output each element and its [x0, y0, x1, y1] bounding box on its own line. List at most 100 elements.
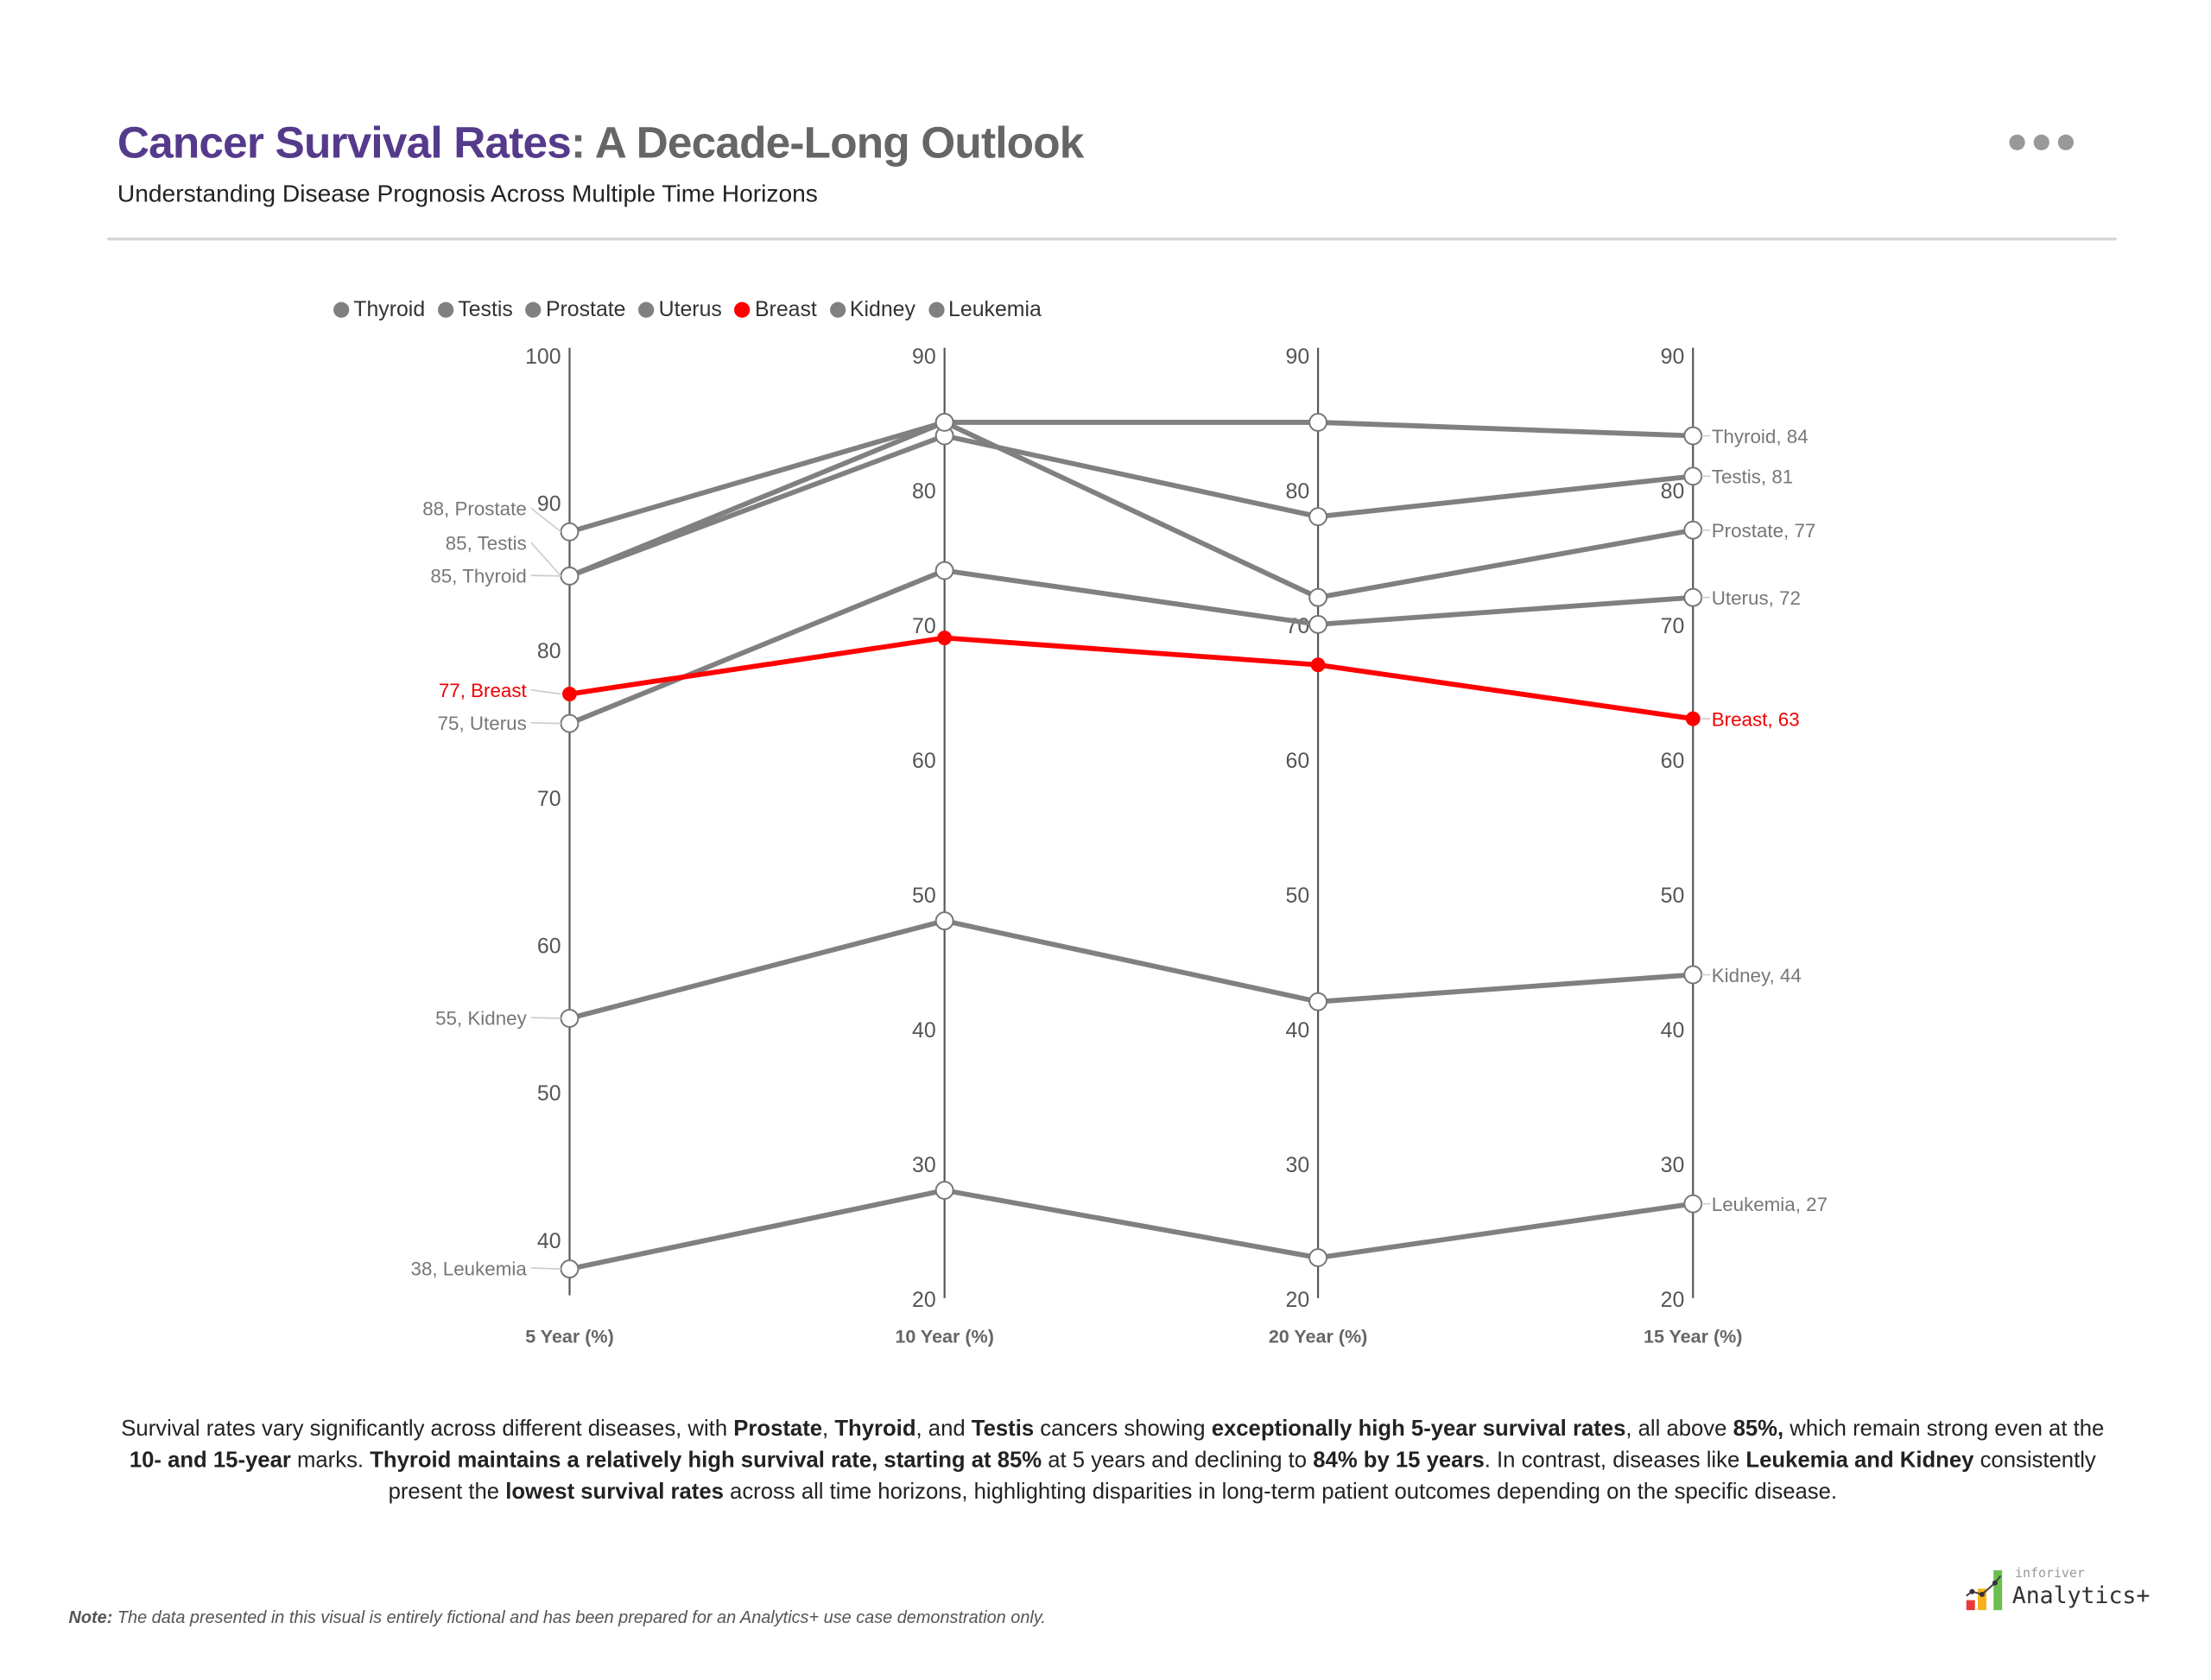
title-rest: : A Decade-Long Outlook	[570, 117, 1084, 168]
axis-tick-label: 90	[537, 493, 561, 517]
data-point-testis	[1683, 466, 1703, 486]
series-line-kidney	[568, 918, 1694, 1021]
title-accent: Cancer Survival Rates	[117, 117, 572, 168]
axis-tick-label: 20	[912, 1289, 936, 1312]
summary-segment: 84% by 15 years	[1313, 1448, 1485, 1474]
more-options-button[interactable]	[2009, 134, 2074, 150]
logo-text-big: Analytics+	[2011, 1581, 2151, 1609]
note-label: Note:	[68, 1607, 113, 1628]
summary-segment: which remain strong even at the	[1783, 1417, 2105, 1442]
data-point-testis	[1308, 507, 1328, 527]
axis-tick-label: 90	[1286, 346, 1310, 369]
axis-tick-label: 80	[537, 640, 561, 663]
ellipsis-icon	[2009, 134, 2025, 150]
axis-title: 15 Year (%)	[1644, 1326, 1743, 1347]
footnote: Note: The data presented in this visual …	[69, 1607, 1046, 1627]
data-point-kidney	[560, 1009, 580, 1028]
summary-segment: ,	[822, 1417, 835, 1442]
axis-tick-label: 80	[1286, 480, 1310, 504]
legend-item-thyroid[interactable]: Thyroid	[333, 298, 425, 322]
leader-line	[530, 574, 561, 577]
data-point-uterus	[1308, 614, 1328, 634]
axis-tick-label: 70	[537, 788, 561, 811]
legend-item-testis[interactable]: Testis	[438, 298, 513, 322]
axis-tick-label: 40	[537, 1230, 561, 1253]
right-data-label: Uterus, 72	[1712, 587, 1801, 609]
summary-segment: Thyroid	[834, 1417, 916, 1442]
right-data-label: Kidney, 44	[1712, 965, 1802, 986]
summary-segment: Thyroid maintains a relatively high surv…	[370, 1448, 1042, 1474]
legend-marker	[829, 301, 846, 318]
data-point-prostate	[1683, 520, 1703, 540]
axis-tick-label: 40	[1661, 1019, 1685, 1043]
series-line-thyroid	[568, 420, 1694, 579]
axis-tick-label: 60	[912, 750, 936, 773]
left-data-label: 85, Thyroid	[430, 565, 526, 586]
series-line-leukemia	[568, 1188, 1694, 1271]
note-text: The data presented in this visual is ent…	[112, 1607, 1046, 1628]
header-divider	[107, 238, 2117, 241]
right-data-label: Prostate, 77	[1712, 520, 1816, 542]
ellipsis-icon	[2057, 134, 2074, 150]
leader-line	[530, 542, 562, 577]
summary-segment: 10- and 15-year	[129, 1448, 291, 1474]
right-data-label: Thyroid, 84	[1712, 426, 1809, 447]
data-point-prostate	[1308, 587, 1328, 607]
legend-label: Leukemia	[948, 297, 1042, 322]
summary-segment: lowest survival rates	[505, 1480, 724, 1505]
data-point-uterus	[934, 561, 954, 580]
right-data-label: Testis, 81	[1712, 466, 1793, 488]
left-data-label: 75, Uterus	[438, 713, 527, 734]
axis-tick-label: 60	[1286, 750, 1310, 773]
data-point-leukemia	[1308, 1248, 1328, 1268]
axis-tick-label: 20	[1286, 1289, 1310, 1312]
summary-segment: , all above	[1625, 1417, 1733, 1442]
legend-marker	[525, 301, 542, 318]
legend-item-kidney[interactable]: Kidney	[829, 297, 915, 322]
page-title: Cancer Survival Rates: A Decade-Long Out…	[117, 117, 1084, 169]
legend-label: Testis	[458, 297, 513, 322]
logo-text-small: inforiver	[2015, 1567, 2085, 1582]
axis-tick-label: 70	[912, 615, 936, 638]
data-point-testis	[560, 567, 580, 586]
logo-bars-icon	[1966, 1569, 2003, 1611]
legend-item-breast[interactable]: Breast	[734, 297, 817, 322]
series-line-prostate	[568, 420, 1694, 600]
axis-tick-label: 60	[1661, 750, 1685, 773]
data-point-thyroid	[1683, 426, 1703, 446]
axis-tick-label: 50	[1286, 884, 1310, 908]
axis-tick-label: 40	[912, 1019, 936, 1043]
summary-segment: marks.	[290, 1448, 371, 1474]
axis-tick-label: 80	[912, 480, 936, 504]
data-point-breast	[937, 631, 953, 645]
data-point-prostate	[934, 412, 954, 432]
axis-tick-label: 50	[912, 884, 936, 908]
summary-segment: at 5 years and declining to	[1042, 1448, 1314, 1474]
parallel-chart: 100 90 80 70 60 50 40 5 Year (%) 90 80 70 60 50 40 30 2…	[411, 346, 1828, 1347]
legend-marker	[734, 301, 751, 318]
series-line-uterus	[568, 567, 1694, 726]
axis-tick-label: 70	[1661, 615, 1685, 638]
data-point-thyroid	[1308, 412, 1328, 432]
summary-segment: across all time horizons, highlighting d…	[723, 1480, 1838, 1505]
series-line-testis	[568, 433, 1694, 579]
legend-item-leukemia[interactable]: Leukemia	[928, 298, 1042, 322]
data-point-kidney	[1308, 992, 1328, 1011]
legend-label: Prostate	[545, 297, 626, 322]
legend-item-prostate[interactable]: Prostate	[525, 297, 626, 322]
axis-tick-label: 50	[537, 1082, 561, 1106]
analytics-plus-logo: inforiver Analytics+	[1963, 1567, 2163, 1617]
axis-tick-label: 30	[1661, 1154, 1685, 1177]
right-data-label: Breast, 63	[1712, 708, 1800, 730]
leader-line	[530, 688, 561, 695]
summary-segment: cancers showing	[1034, 1417, 1212, 1442]
legend-item-uterus[interactable]: Uterus	[638, 298, 722, 322]
legend-label: Breast	[754, 297, 817, 322]
left-data-label: 85, Testis	[446, 532, 527, 554]
summary-segment: Prostate	[733, 1417, 823, 1442]
data-point-leukemia	[560, 1259, 580, 1279]
legend-marker	[638, 301, 655, 318]
legend-label: Kidney	[849, 297, 915, 322]
axis-tick-label: 30	[1286, 1154, 1310, 1177]
left-data-label: 55, Kidney	[435, 1007, 527, 1029]
